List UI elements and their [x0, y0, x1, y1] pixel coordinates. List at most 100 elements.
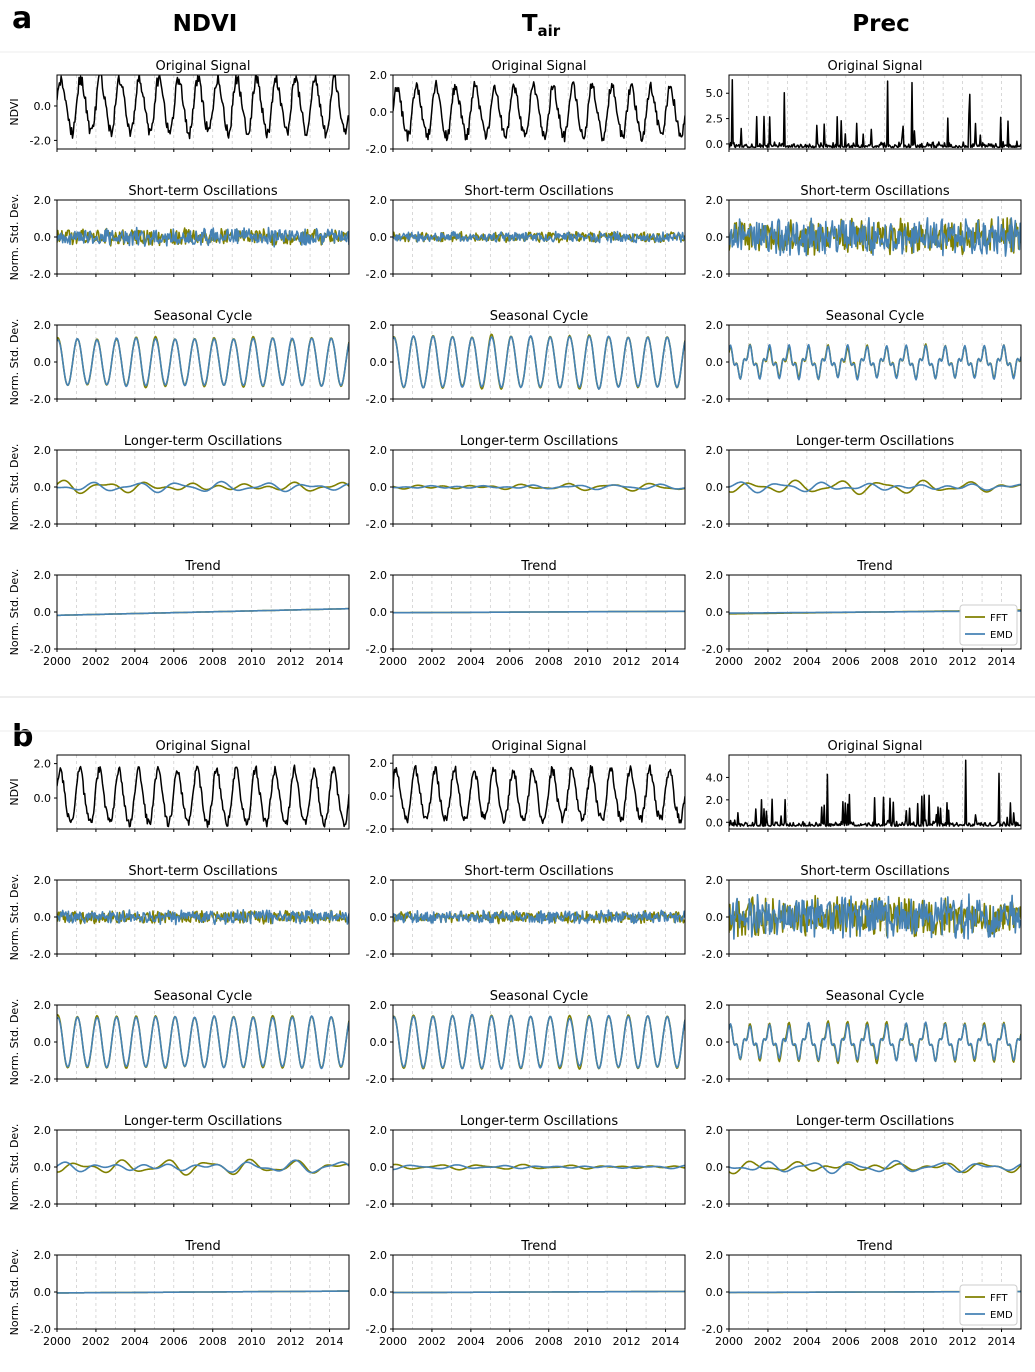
column-header-prec: Prec: [852, 11, 909, 37]
ytick-label: -2.0: [366, 1198, 387, 1211]
subplot-title: Short-term Oscillations: [464, 184, 613, 199]
series-emd: [57, 226, 349, 248]
ytick-label: 0.0: [370, 606, 388, 619]
xtick-label: 2006: [160, 1335, 188, 1348]
ytick-label: -2.0: [366, 1323, 387, 1336]
ytick-label: 2.0: [706, 569, 724, 582]
subplot-a-tair-original-signal: Original Signal -2.0 0.0 2.0: [366, 59, 686, 156]
xtick-label: 2000: [715, 1335, 743, 1348]
panel-label-a: a: [12, 1, 32, 36]
ytick-label: -2.0: [30, 643, 51, 656]
subplot-b-ndvi-seasonal-cycle: Seasonal Cycle -2.0 0.0 2.0 Norm. Std. Dev.: [8, 989, 350, 1086]
subplot-title: Trend: [856, 1239, 893, 1254]
series-group: [393, 1163, 685, 1171]
subplot-a-prec-longer-term-oscillations: Longer-term Oscillations -2.0 0.0 2.0: [702, 434, 1022, 531]
column-header-tair-main: T: [522, 11, 538, 37]
xtick-label: 2006: [832, 655, 860, 668]
series-group: [57, 1158, 349, 1176]
ylabel: NDVI: [8, 778, 21, 805]
ytick-label: 0.0: [34, 356, 52, 369]
subplot-b-prec-short-term-oscillations: Short-term Oscillations -2.0 0.0 2.0: [702, 864, 1022, 961]
xtick-label: 2012: [949, 1335, 977, 1348]
ytick-label: -2.0: [30, 268, 51, 281]
ytick-label: 0.0: [34, 481, 52, 494]
series-original: [393, 79, 685, 143]
series-group: [393, 79, 685, 143]
xtick-label: 2002: [418, 655, 446, 668]
subplot-title: Longer-term Oscillations: [796, 434, 955, 449]
ytick-label: 2.0: [34, 999, 52, 1012]
xtick-label: 2008: [871, 655, 899, 668]
subplot-title: Short-term Oscillations: [800, 184, 949, 199]
ytick-label: -2.0: [366, 143, 387, 156]
xtick-label: 2010: [910, 655, 938, 668]
subplot-a-ndvi-seasonal-cycle: Seasonal Cycle -2.0 0.0 2.0 Norm. Std. Dev.: [8, 309, 350, 406]
legend-box: [959, 1284, 1018, 1326]
ytick-label: 2.0: [370, 319, 388, 332]
subplot-title: Trend: [184, 1239, 221, 1254]
series-original: [393, 764, 685, 825]
ytick-label: 2.5: [706, 113, 724, 126]
xtick-label: 2012: [613, 655, 641, 668]
xtick-label: 2000: [43, 1335, 71, 1348]
ytick-label: 2.0: [34, 444, 52, 457]
subplot-a-ndvi-longer-term-oscillations: Longer-term Oscillations -2.0 0.0 2.0 Norm. …: [8, 434, 350, 531]
subplot-title: Trend: [856, 559, 893, 574]
ytick-label: 0.0: [34, 100, 52, 113]
ytick-label: -2.0: [366, 643, 387, 656]
subplot-b-ndvi-original-signal: Original Signal 0.0 2.0 NDVI: [8, 739, 350, 832]
ylabel: Norm. Std. Dev.: [8, 1249, 21, 1336]
series-emd: [393, 1164, 685, 1171]
subplot-title: Seasonal Cycle: [154, 309, 252, 324]
series-group: [57, 764, 349, 828]
ytick-label: 0.0: [706, 1161, 724, 1174]
series-group: [57, 1290, 349, 1294]
xtick-label: 2000: [379, 1335, 407, 1348]
ytick-label: 2.0: [370, 194, 388, 207]
xtick-label: 2004: [457, 1335, 485, 1348]
ytick-label: 5.0: [706, 87, 724, 100]
ytick-label: -2.0: [366, 823, 387, 836]
ytick-label: 0.0: [370, 1286, 388, 1299]
series-emd: [393, 610, 685, 614]
series-emd: [393, 1290, 685, 1294]
ylabel: Norm. Std. Dev.: [8, 319, 21, 406]
series-emd: [57, 1159, 349, 1174]
ylabel: Norm. Std. Dev.: [8, 874, 21, 961]
ytick-label: 0.0: [34, 606, 52, 619]
subplot-b-prec-longer-term-oscillations: Longer-term Oscillations -2.0 0.0 2.0: [702, 1114, 1022, 1211]
xtick-label: 2014: [988, 1335, 1016, 1348]
subplot-a-tair-trend: Trend -2.0 0.0 2.0 2000 2002 2004 2006 2008 2010 2…: [366, 559, 686, 668]
xtick-label: 2008: [199, 655, 227, 668]
xtick-label: 2004: [793, 1335, 821, 1348]
subplot-a-tair-seasonal-cycle: Seasonal Cycle -2.0 0.0 2.0: [366, 309, 686, 406]
xtick-label: 2010: [910, 1335, 938, 1348]
subplot-a-ndvi-short-term-oscillations: Short-term Oscillations -2.0 0.0 2.0 Norm. S…: [8, 184, 350, 281]
ytick-label: 2.0: [370, 757, 388, 770]
xtick-label: 2004: [793, 655, 821, 668]
series-emd: [393, 335, 685, 390]
ytick-label: -2.0: [366, 268, 387, 281]
column-header-tair-sub: air: [538, 22, 561, 40]
subplot-title: Longer-term Oscillations: [460, 434, 619, 449]
ytick-label: 2.0: [370, 999, 388, 1012]
subplot-title: Seasonal Cycle: [490, 309, 588, 324]
ytick-label: 0.0: [370, 356, 388, 369]
xtick-label: 2008: [535, 655, 563, 668]
subplot-title: Original Signal: [156, 59, 251, 74]
series-group: [729, 78, 1021, 149]
series-emd: [57, 908, 349, 926]
column-header-ndvi: NDVI: [173, 11, 238, 37]
ytick-label: 2.0: [370, 1249, 388, 1262]
xtick-label: 2000: [715, 655, 743, 668]
series-group: [57, 607, 349, 617]
ytick-label: 2.0: [34, 1124, 52, 1137]
ytick-label: 0.0: [34, 911, 52, 924]
subplot-title: Original Signal: [492, 59, 587, 74]
series-fft: [393, 1163, 685, 1171]
ytick-label: -2.0: [366, 393, 387, 406]
subplot-title: Trend: [184, 559, 221, 574]
ytick-label: -2.0: [366, 1073, 387, 1086]
subplot-title: Seasonal Cycle: [826, 309, 924, 324]
